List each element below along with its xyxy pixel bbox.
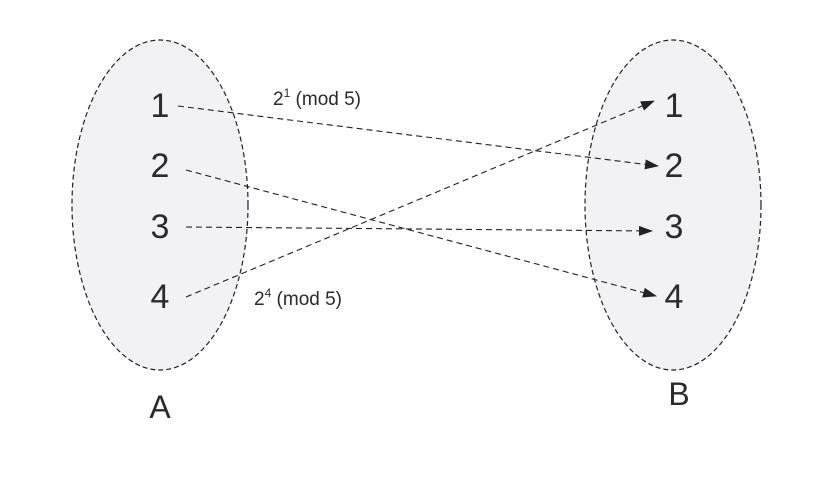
annotation-top: 21 (mod 5) bbox=[273, 86, 361, 110]
set-a-ellipse bbox=[71, 39, 249, 371]
annotation-bottom-exponent: 4 bbox=[265, 286, 272, 300]
set-a-element-2: 2 bbox=[151, 147, 170, 185]
set-b-ellipse bbox=[584, 39, 762, 371]
annotation-bottom: 24 (mod 5) bbox=[254, 286, 342, 310]
set-b-element-2: 2 bbox=[665, 147, 684, 185]
set-a-element-4: 4 bbox=[151, 278, 170, 316]
set-b-element-1: 1 bbox=[665, 87, 684, 125]
annotation-top-exponent: 1 bbox=[284, 86, 291, 100]
arrow-a2-to-b4 bbox=[185, 169, 657, 298]
arrow-a4-to-b1 bbox=[185, 100, 655, 298]
arrow-a3-to-b3 bbox=[185, 225, 653, 236]
set-b-element-4: 4 bbox=[665, 278, 684, 316]
set-b-element-3: 3 bbox=[665, 208, 684, 246]
annotation-top-rest: (mod 5) bbox=[290, 89, 361, 110]
annotation-bottom-base: 2 bbox=[254, 289, 265, 310]
set-a-element-1: 1 bbox=[151, 87, 170, 125]
set-b-name: B bbox=[668, 376, 689, 412]
set-a-name: A bbox=[149, 389, 171, 425]
annotation-bottom-rest: (mod 5) bbox=[271, 289, 342, 310]
annotation-top-base: 2 bbox=[273, 89, 284, 110]
set-a-element-3: 3 bbox=[151, 208, 170, 246]
arrow-a1-to-b2 bbox=[177, 105, 659, 170]
